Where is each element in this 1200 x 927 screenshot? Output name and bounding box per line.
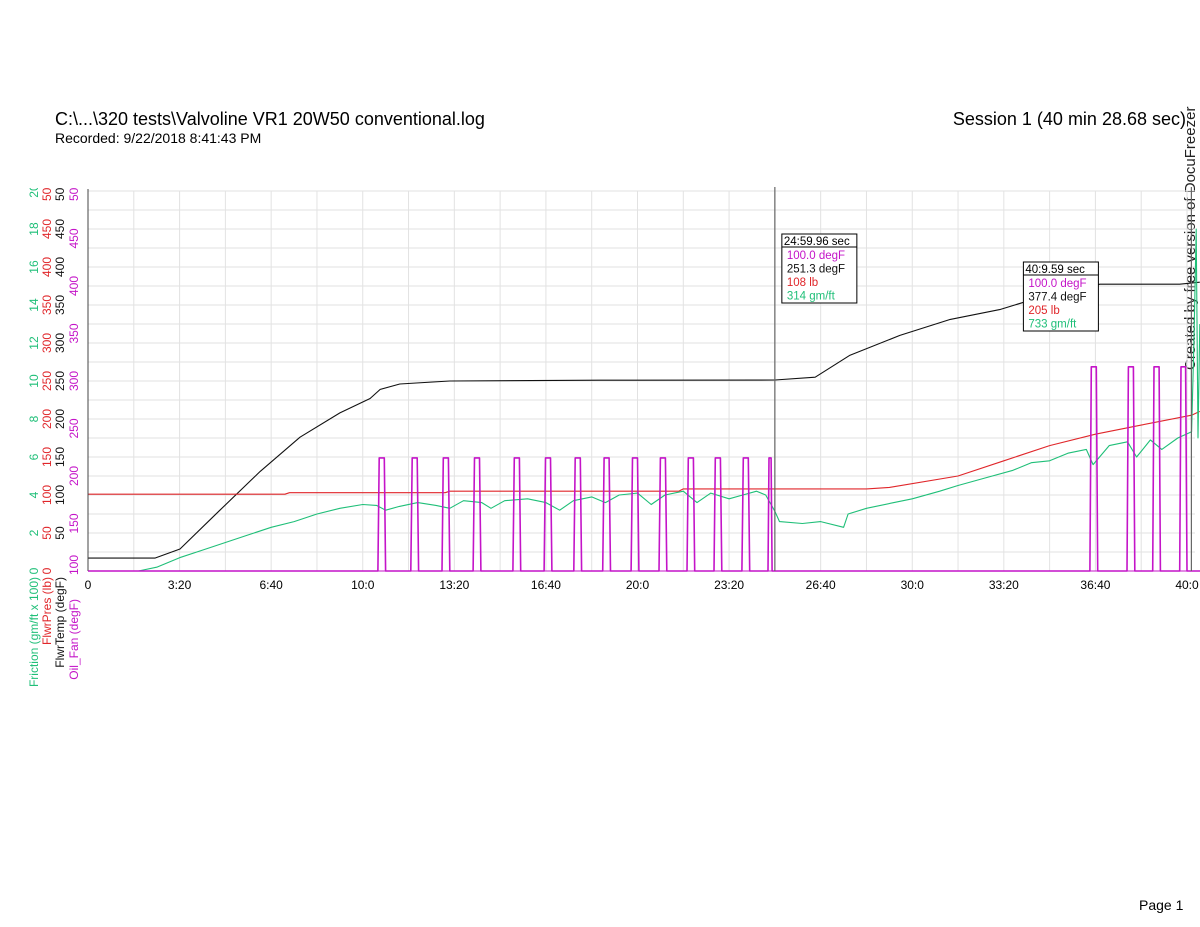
fan-tick-label: 150: [67, 513, 81, 533]
tooltip-value: 205 lb: [1028, 305, 1059, 317]
pressure-tick-label: 150: [40, 447, 54, 467]
tooltip-value: 108 lb: [787, 277, 818, 289]
temp-tick-label: 350: [53, 295, 67, 315]
fan-tick-label: 100: [67, 555, 81, 575]
fan-tick-label: 250: [67, 418, 81, 438]
x-tick-label: 13:20: [439, 578, 469, 592]
x-tick-label: 30:0: [901, 578, 925, 592]
x-tick-label: 36:40: [1080, 578, 1110, 592]
temp-tick-label: 250: [53, 371, 67, 391]
pressure-tick-label: 100: [40, 485, 54, 505]
x-tick-label: 23:20: [714, 578, 744, 592]
tooltip-box: [1022, 261, 1099, 332]
friction-tick-label: 4: [27, 491, 41, 498]
friction-tick-label: 16: [27, 260, 41, 274]
friction-tick-label: 20: [27, 184, 41, 198]
recorded-timestamp: Recorded: 9/22/2018 8:41:43 PM: [55, 130, 262, 146]
x-tick-label: 10:0: [351, 578, 375, 592]
temp-axis-title: FlwrTemp (degF): [53, 577, 67, 668]
x-tick-label: 20:0: [626, 578, 650, 592]
friction-tick-label: 2: [27, 529, 41, 536]
fan-tick-label: 400: [67, 276, 81, 296]
pressure-tick-label: 300: [40, 333, 54, 353]
fan-tick-label: 200: [67, 466, 81, 486]
friction-tick-label: 10: [27, 374, 41, 388]
temp-tick-label: 400: [53, 257, 67, 277]
friction-tick-label: 14: [27, 298, 41, 312]
tooltip-value: 251.3 degF: [787, 264, 845, 276]
pressure-tick-label: 50: [40, 526, 54, 540]
friction-tick-label: 0: [27, 567, 41, 574]
x-tick-label: 3:20: [168, 578, 192, 592]
temp-tick-label: 200: [53, 409, 67, 429]
fan-tick-label: 350: [67, 323, 81, 343]
friction-axis-title: Friction (gm/ft x 100): [27, 577, 41, 687]
x-tick-label: 6:40: [259, 578, 283, 592]
axes: 0 3:20 6:40 10:0 13:20 16:40 20:0 23:20 26:40 30:…: [27, 181, 1199, 687]
x-tick-label: 26:40: [806, 578, 836, 592]
fan-axis-title: Oil_Fan (degF): [67, 599, 81, 680]
pressure-tick-label: 450: [40, 219, 54, 239]
temp-tick-label: 50: [53, 526, 67, 540]
friction-tick-label: 12: [27, 336, 41, 350]
pressure-tick-label: 0: [40, 567, 54, 574]
series-oil_fan-line: [88, 366, 1200, 572]
grid: [88, 190, 1195, 571]
tooltip-box: [781, 233, 858, 304]
x-tick-label: 0: [85, 578, 92, 592]
pressure-axis-title: FlwrPres (lb): [40, 577, 54, 645]
y-tick-labels: 0246810121416182005010015020025030035040…: [27, 181, 81, 575]
tooltip-value: 100.0 degF: [1028, 278, 1086, 290]
session-duration: Session 1 (40 min 28.68 sec): [952, 109, 1186, 129]
tooltip-time: 24:59.96 sec: [784, 236, 850, 248]
fan-tick-label: 500: [67, 181, 81, 201]
tooltip-value: 733 gm/ft: [1028, 319, 1077, 331]
pressure-tick-label: 350: [40, 295, 54, 315]
temp-tick-label: 450: [53, 219, 67, 239]
tooltip-time: 40:9.59 sec: [1025, 264, 1085, 276]
friction-tick-label: 8: [27, 415, 41, 422]
pressure-tick-label: 500: [40, 181, 54, 201]
pressure-tick-label: 200: [40, 409, 54, 429]
friction-tick-label: 6: [27, 453, 41, 460]
pressure-tick-label: 400: [40, 257, 54, 277]
friction-tick-label: 18: [27, 222, 41, 236]
page-number: Page 1: [1139, 897, 1184, 913]
tooltip-value: 100.0 degF: [787, 250, 845, 262]
fan-tick-label: 300: [67, 371, 81, 391]
temp-tick-label: 300: [53, 333, 67, 353]
file-title: C:\...\320 tests\Valvoline VR1 20W50 con…: [55, 109, 485, 129]
tooltip-value: 314 gm/ft: [787, 291, 836, 303]
temp-tick-label: 150: [53, 447, 67, 467]
tooltip-value: 377.4 degF: [1028, 292, 1086, 304]
fan-tick-label: 450: [67, 228, 81, 248]
series-friction-line: [88, 228, 1200, 572]
pressure-tick-label: 250: [40, 371, 54, 391]
temp-tick-label: 500: [53, 181, 67, 201]
temp-tick-label: 100: [53, 485, 67, 505]
series-flwrpres-line: [88, 410, 1200, 495]
x-tick-label: 40:0: [1175, 578, 1199, 592]
x-tick-label: 16:40: [531, 578, 561, 592]
x-tick-label: 33:20: [989, 578, 1019, 592]
